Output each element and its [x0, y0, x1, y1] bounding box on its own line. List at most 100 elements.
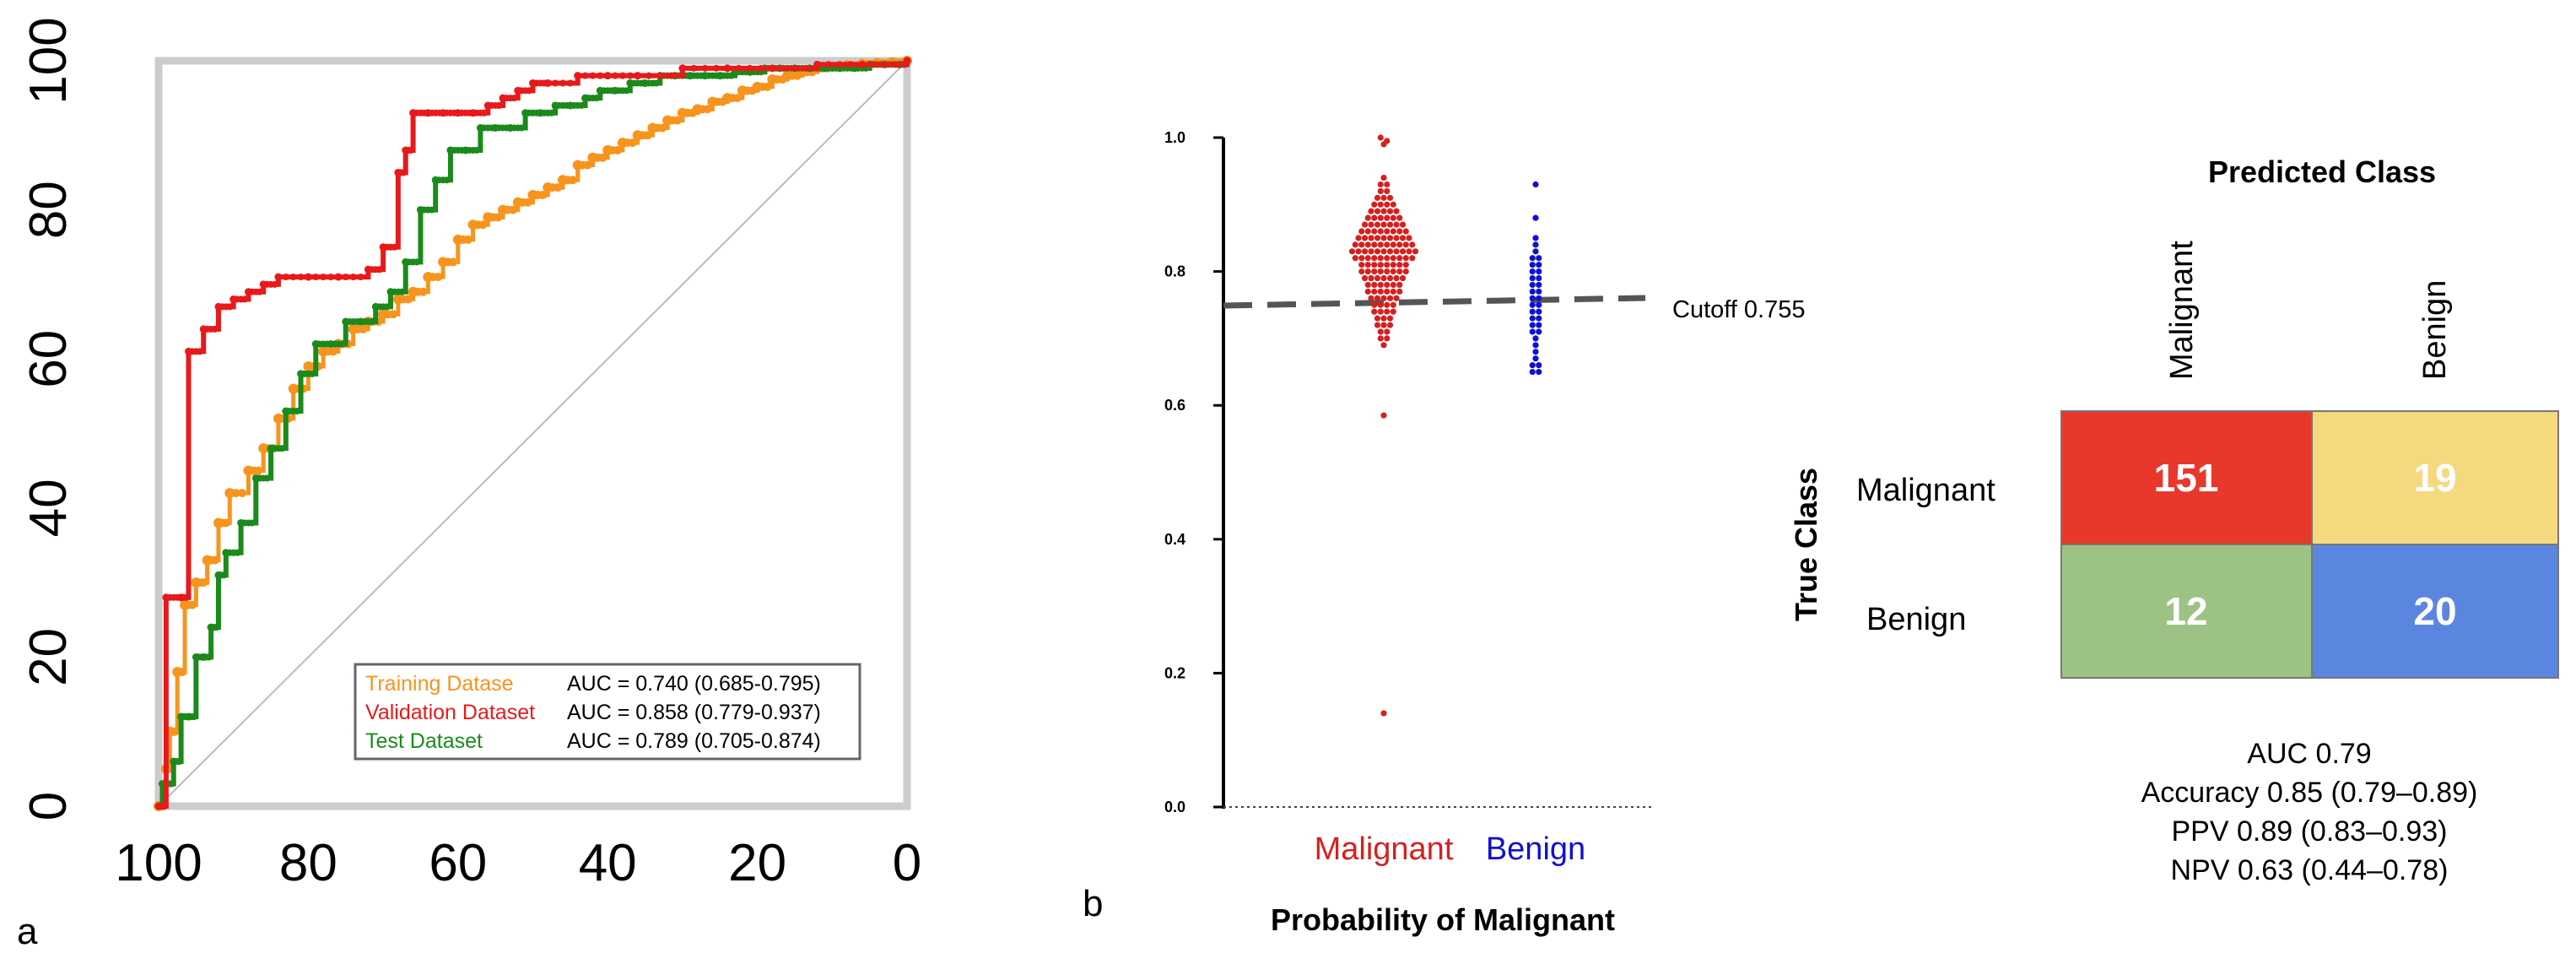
roc-x-ticks: 100 80 60 40 20 0: [115, 834, 921, 892]
roc-point-validation-dataset: [211, 325, 219, 333]
prob-dot-benign: [1536, 368, 1542, 376]
prob-dot-malignant: [1396, 288, 1403, 295]
roc-series-group: [154, 56, 912, 811]
roc-point-test-dataset: [234, 549, 241, 556]
roc-point-validation-dataset: [495, 101, 503, 109]
roc-x-tick-20: 20: [728, 834, 786, 892]
prob-dot-malignant: [1374, 274, 1381, 282]
roc-point-test-dataset: [383, 303, 391, 311]
prob-dot-malignant: [1368, 274, 1374, 282]
prob-dot-malignant: [1402, 241, 1409, 248]
prob-dot-malignant: [1358, 255, 1365, 262]
prob-dot-malignant: [1377, 181, 1384, 188]
prob-dot-malignant: [1386, 235, 1394, 241]
roc-point-training-datase: [494, 213, 503, 222]
prob-dot-benign: [1529, 322, 1536, 328]
roc-point-test-dataset: [368, 318, 375, 326]
roc-point-validation-dataset: [802, 64, 810, 72]
roc-point-training-datase: [672, 116, 682, 125]
roc-y-tick-40: 40: [19, 479, 78, 537]
prob-dot-malignant: [1361, 274, 1369, 282]
roc-point-training-datase: [478, 220, 488, 230]
prob-dot-malignant: [1361, 235, 1369, 241]
roc-point-training-datase: [434, 273, 443, 282]
roc-legend: Training Datase AUC = 0.740 (0.685-0.795…: [354, 663, 861, 761]
prob-dot-malignant: [1377, 255, 1384, 262]
roc-y-tick-20: 20: [19, 628, 78, 686]
prob-dot-malignant: [1377, 335, 1384, 342]
cm-value-tp: 151: [2154, 456, 2219, 500]
roc-point-training-datase: [388, 310, 397, 319]
prob-dot-benign: [1532, 342, 1539, 349]
prob-dot-malignant: [1377, 241, 1384, 248]
roc-point-validation-dataset: [870, 61, 878, 68]
roc-point-validation-dataset: [618, 72, 626, 79]
prob-dot-malignant: [1364, 262, 1371, 268]
roc-point-validation-dataset: [312, 274, 320, 281]
roc-point-validation-dataset: [241, 295, 249, 303]
prob-dot-malignant: [1393, 295, 1400, 301]
prob-dot-malignant: [1384, 335, 1391, 342]
prob-dot-malignant: [1355, 235, 1362, 241]
roc-point-training-datase: [643, 131, 652, 140]
prob-dot-malignant: [1355, 248, 1362, 255]
prob-dot-malignant: [1380, 342, 1387, 349]
roc-point-validation-dataset: [274, 273, 283, 281]
prob-dot-benign: [1536, 262, 1542, 268]
row-label-benign: Benign: [1866, 602, 1966, 637]
roc-point-validation-dataset: [271, 280, 278, 288]
prob-dot-malignant: [1390, 214, 1396, 221]
prob-dot-malignant: [1377, 134, 1384, 141]
roc-point-test-dataset: [592, 95, 600, 102]
prob-dot-malignant: [1402, 255, 1409, 262]
prob-dot-malignant: [1377, 281, 1384, 289]
roc-point-validation-dataset: [304, 273, 312, 281]
prob-dot-malignant: [1386, 322, 1394, 328]
prob-dot-benign: [1529, 301, 1536, 308]
cm-value-fn: 19: [2413, 456, 2456, 500]
prob-dot-malignant: [1396, 255, 1403, 262]
roc-y-tick-0: 0: [19, 792, 78, 821]
legend-name-test: Test Dataset: [365, 729, 483, 753]
roc-point-validation-dataset: [667, 72, 675, 79]
prob-dot-malignant: [1399, 221, 1407, 228]
prob-dot-malignant: [1386, 274, 1394, 282]
prob-dot-malignant: [1396, 241, 1403, 248]
cm-value-fp: 12: [2164, 589, 2207, 633]
roc-point-validation-dataset: [256, 288, 263, 295]
roc-x-tick-100: 100: [115, 834, 202, 892]
roc-point-test-dataset: [652, 79, 660, 87]
prob-dot-malignant: [1348, 248, 1356, 255]
roc-point-validation-dataset: [400, 169, 408, 176]
prob-dot-benign: [1529, 308, 1536, 315]
prob-dot-benign: [1532, 355, 1539, 362]
roc-point-validation-dataset: [282, 274, 289, 281]
roc-point-validation-dataset: [342, 274, 349, 281]
probability-panel: 0.0 0.2 0.4 0.6 0.8 1.0 Cutoff 0.755 Malignan…: [1083, 129, 1805, 937]
prob-dot-malignant: [1386, 248, 1394, 255]
prob-dot-malignant: [1384, 228, 1391, 235]
roc-point-validation-dataset: [559, 79, 566, 87]
roc-point-training-datase: [328, 347, 338, 356]
roc-point-training-datase: [568, 176, 577, 185]
roc-point-training-datase: [231, 489, 240, 498]
prob-dot-malignant: [1384, 288, 1391, 295]
prob-dot-benign: [1532, 349, 1539, 355]
prob-dot-malignant: [1380, 274, 1387, 282]
prob-dot-benign: [1536, 308, 1542, 315]
predicted-class-title: Predicted Class: [2208, 154, 2436, 189]
cutoff-label: Cutoff 0.755: [1672, 296, 1805, 323]
prob-dot-malignant: [1409, 255, 1416, 262]
prob-dot-malignant: [1390, 268, 1396, 275]
prob-dot-malignant: [1374, 221, 1381, 228]
roc-point-training-datase: [224, 488, 235, 499]
prob-dot-malignant: [1380, 208, 1387, 214]
panel-letter-a: a: [17, 911, 38, 952]
roc-point-validation-dataset: [603, 72, 612, 80]
roc-point-validation-dataset: [746, 64, 753, 72]
roc-point-validation-dataset: [712, 64, 720, 72]
prob-dot-malignant: [1384, 214, 1391, 221]
prob-dot-malignant: [1380, 221, 1387, 228]
prob-dot-malignant: [1399, 248, 1407, 255]
roc-x-tick-40: 40: [579, 834, 637, 892]
